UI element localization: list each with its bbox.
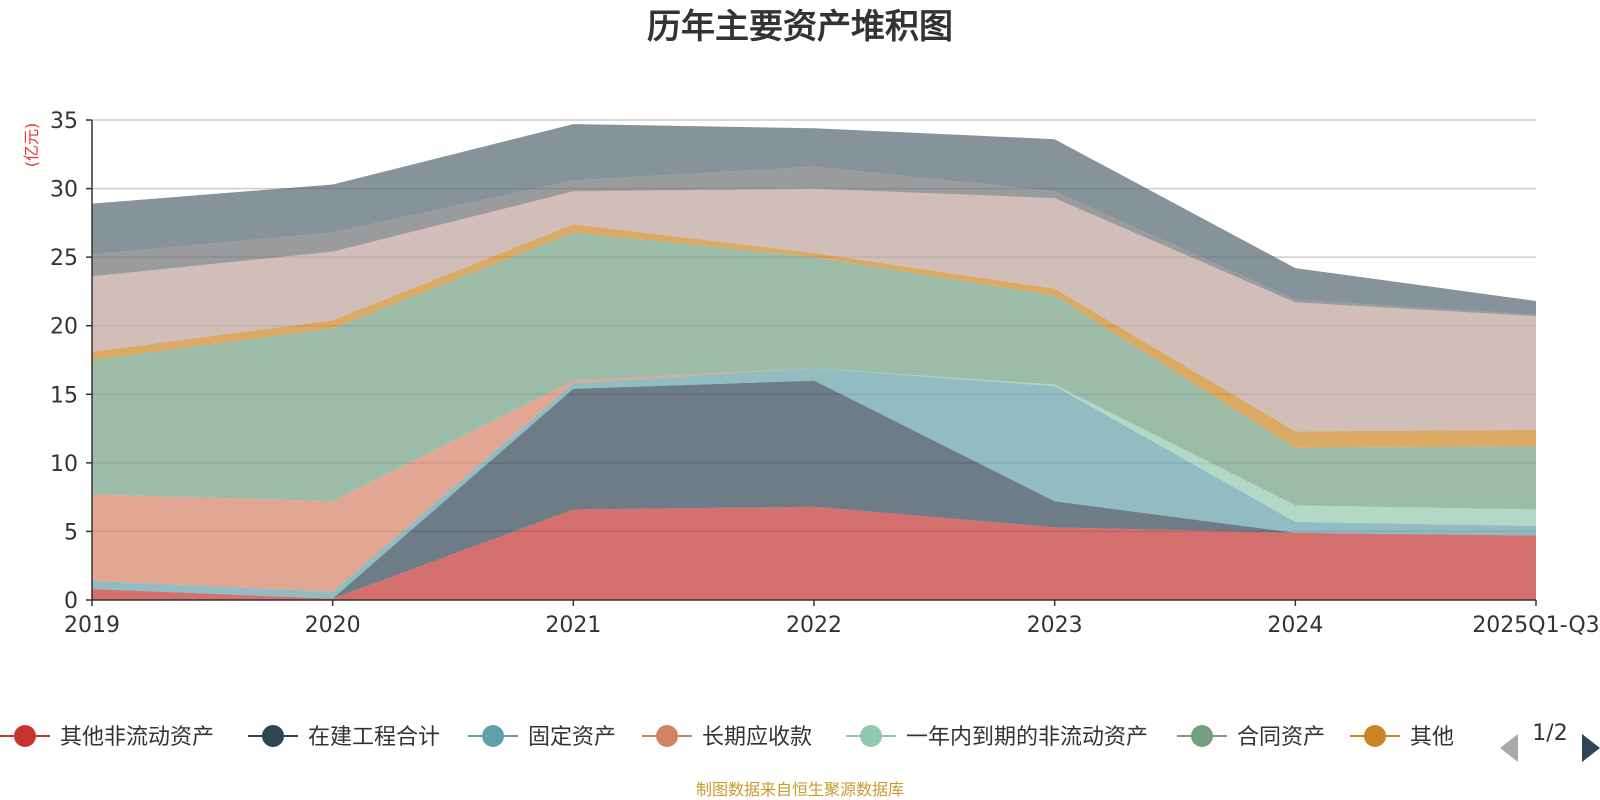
area-series-7[interactable]	[92, 188, 1536, 432]
legend-next-icon[interactable]	[1582, 734, 1600, 762]
legend-label[interactable]: 其他	[1410, 725, 1454, 750]
y-tick-label: 5	[64, 520, 78, 545]
legend-label[interactable]: 其他非流动资产	[60, 725, 214, 750]
area-series-9[interactable]	[92, 124, 1536, 315]
legend-marker[interactable]	[656, 725, 678, 747]
legend-label[interactable]: 在建工程合计	[308, 725, 440, 750]
x-tick-label: 2021	[545, 613, 601, 638]
y-tick-label: 30	[50, 178, 78, 203]
legend-marker[interactable]	[1191, 725, 1213, 747]
area-series-1[interactable]	[92, 380, 1536, 599]
legend-label[interactable]: 长期应收款	[702, 725, 812, 750]
area-series-3[interactable]	[92, 368, 1536, 592]
legend-label[interactable]: 合同资产	[1237, 725, 1325, 750]
y-tick-labels: 0 5 10 15 20 25 30 35	[50, 109, 92, 614]
area-series-6[interactable]	[92, 224, 1536, 448]
legend-label[interactable]: 一年内到期的非流动资产	[906, 725, 1148, 750]
legend: 其他非流动资产 在建工程合计 固定资产 长期应收款 一年内到期的非流动资产 合同资产 其他	[0, 725, 1454, 750]
legend-marker[interactable]	[262, 725, 284, 747]
legend-marker[interactable]	[14, 725, 36, 747]
data-source-note: 制图数据来自恒生聚源数据库	[696, 780, 904, 799]
y-tick-label: 20	[50, 315, 78, 340]
x-tick-label: 2019	[64, 613, 120, 638]
area-series-4[interactable]	[92, 368, 1536, 526]
legend-pager: 1/2	[1500, 721, 1600, 762]
y-tick-label: 25	[50, 246, 78, 271]
y-tick-label: 35	[50, 109, 78, 134]
y-tick-label: 0	[64, 589, 78, 614]
y-axis-unit: (亿元)	[22, 123, 41, 168]
x-tick-label: 2025Q1-Q3	[1472, 613, 1599, 638]
x-tick-label: 2024	[1267, 613, 1323, 638]
x-tick-label: 2023	[1027, 613, 1083, 638]
area-series-5[interactable]	[92, 232, 1536, 510]
x-tick-labels: 2019 2020 2021 2022 2023 2024 2025Q1-Q3	[64, 600, 1600, 638]
x-tick-label: 2020	[305, 613, 361, 638]
y-tick-label: 15	[50, 383, 78, 408]
x-tick-label: 2022	[786, 613, 842, 638]
legend-marker[interactable]	[860, 725, 882, 747]
legend-marker[interactable]	[1364, 725, 1386, 747]
stacked-areas	[92, 124, 1536, 600]
legend-prev-icon[interactable]	[1500, 734, 1518, 762]
y-tick-label: 10	[50, 452, 78, 477]
chart-title: 历年主要资产堆积图	[647, 7, 953, 47]
legend-label[interactable]: 固定资产	[528, 725, 616, 750]
legend-page-indicator: 1/2	[1532, 721, 1567, 746]
legend-marker[interactable]	[482, 725, 504, 747]
